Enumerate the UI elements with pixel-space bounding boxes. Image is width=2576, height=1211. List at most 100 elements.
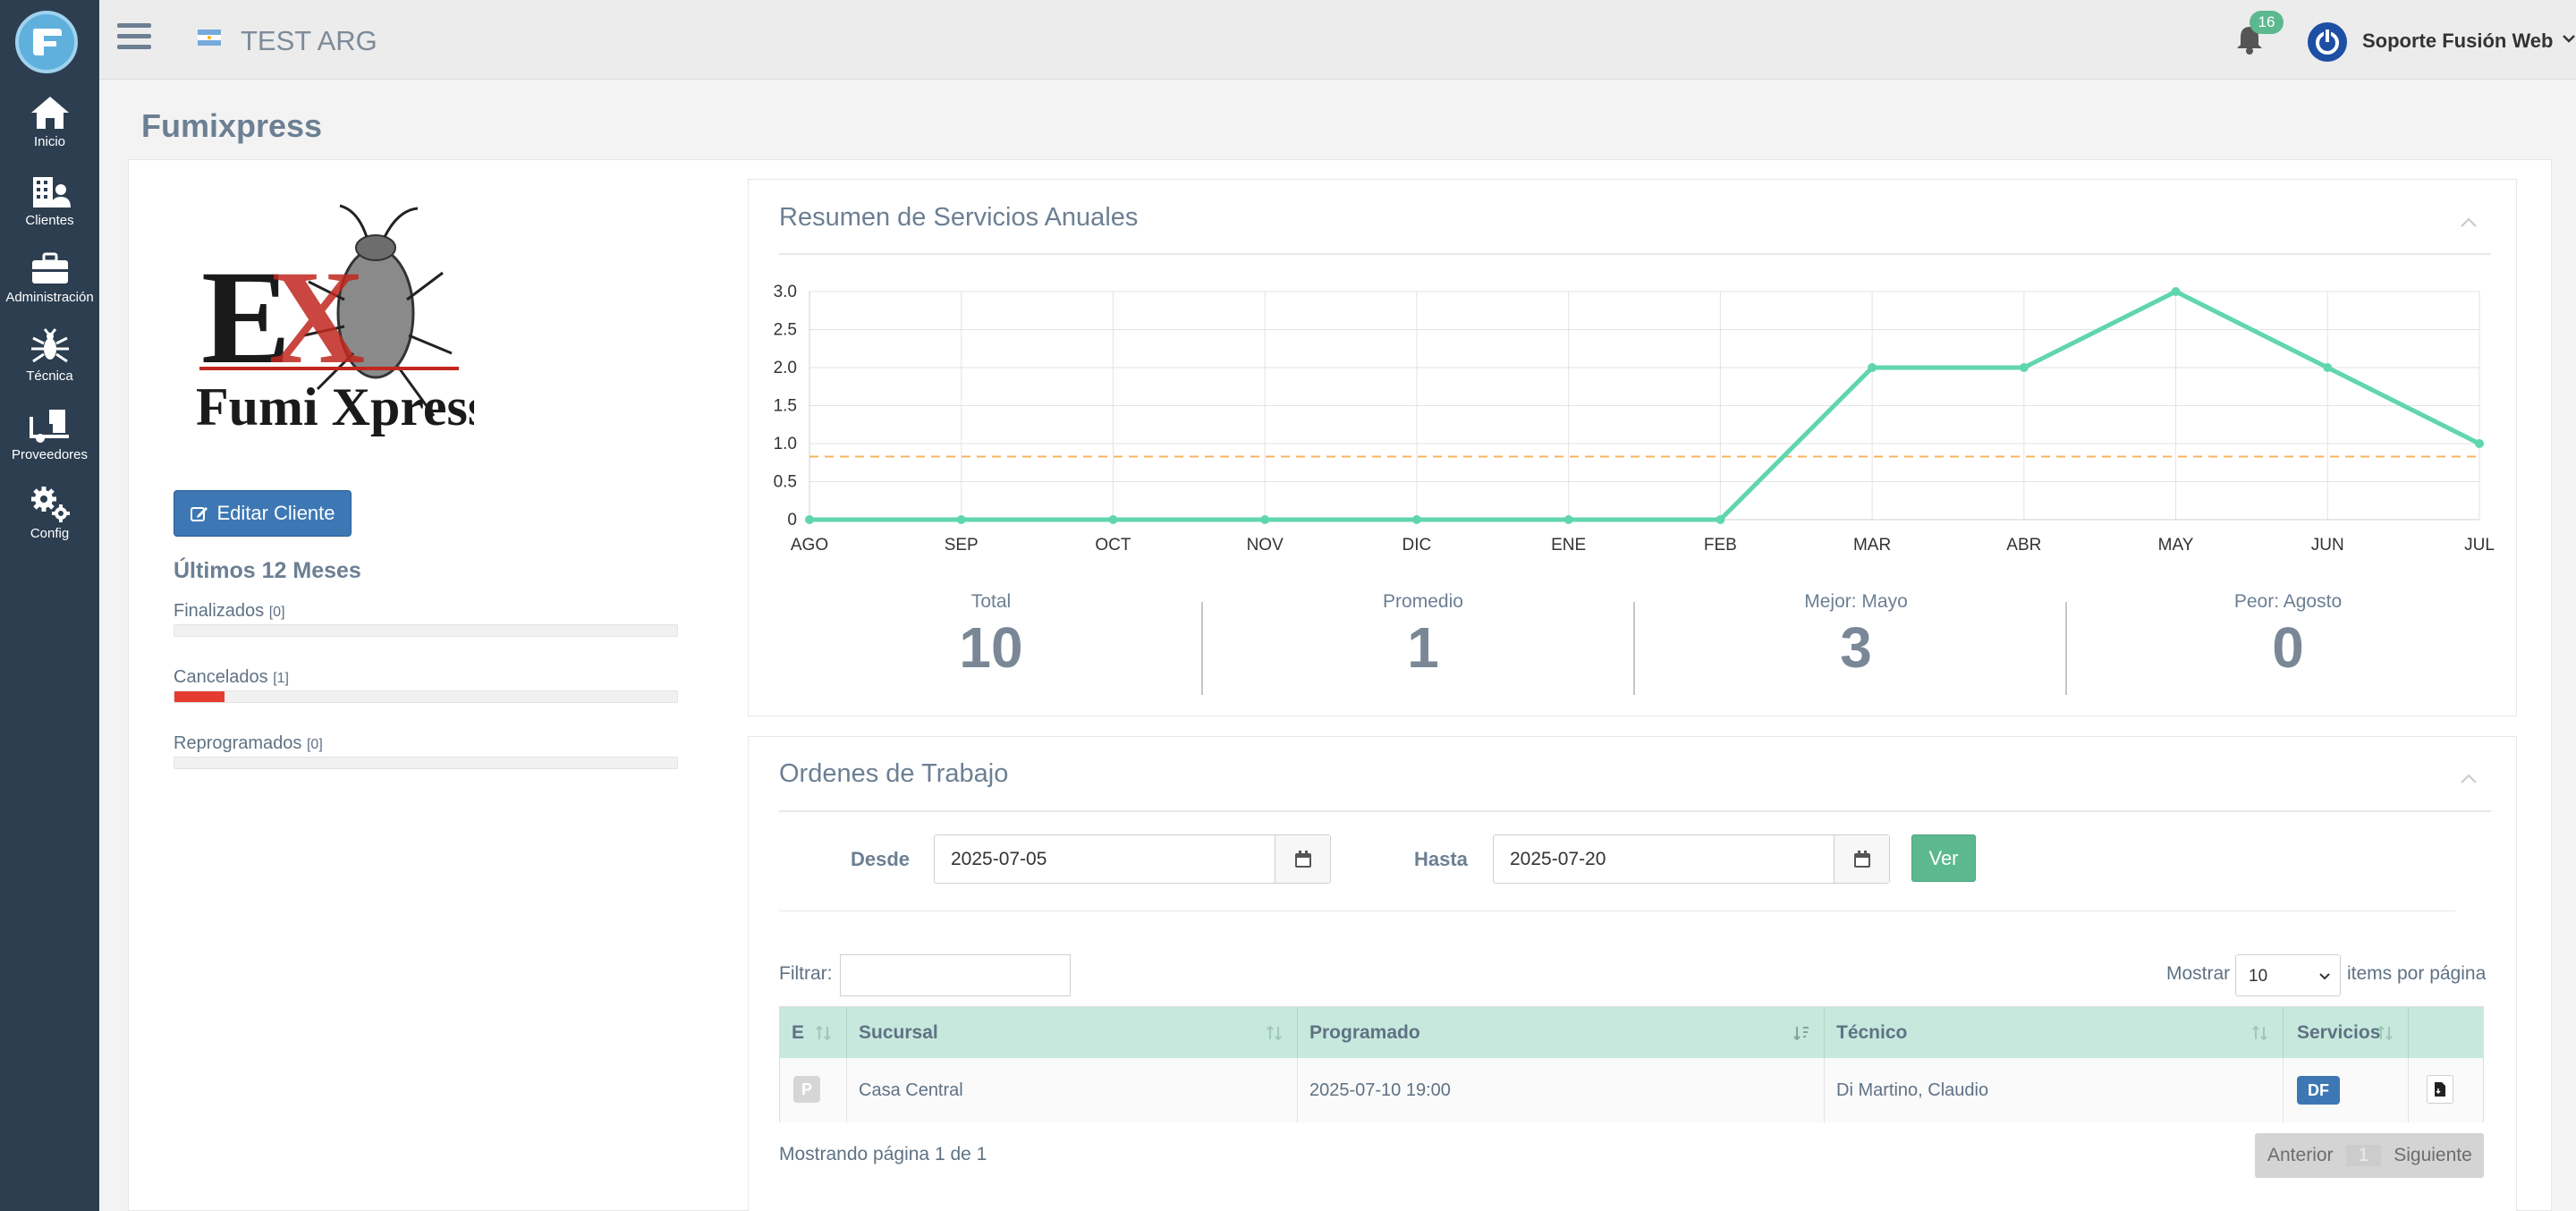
sidebar-item-inicio[interactable]: Inicio [0, 88, 99, 165]
x-tick-label: MAR [1853, 536, 1891, 555]
filter-input[interactable] [840, 954, 1071, 996]
collapse-caret-icon[interactable] [2459, 773, 2479, 785]
last-12-months-title: Últimos 12 Meses [174, 558, 361, 583]
series-line [809, 289, 2481, 522]
page-title: Fumixpress [141, 107, 323, 144]
svg-text:Fumi Xpress: Fumi Xpress [196, 377, 474, 436]
insect-icon [30, 328, 69, 363]
calendar-icon [1853, 850, 1870, 868]
col-header-programado[interactable]: Programado [1298, 1007, 1825, 1058]
y-tick-label: 3.0 [774, 283, 797, 301]
menu-toggle-button[interactable] [117, 23, 151, 54]
prev-page-button[interactable]: Anterior [2267, 1145, 2334, 1165]
client-logo: E X Fumi Xpress [196, 204, 474, 436]
summary-mejor: Mejor: Mayo 3 [1641, 591, 2071, 681]
collapse-caret-icon[interactable] [2459, 216, 2479, 229]
x-tick-label: NOV [1247, 536, 1284, 555]
truck-icon [29, 410, 69, 443]
data-point [2475, 439, 2484, 448]
sidebar-item-administracion[interactable]: Administración [0, 243, 99, 320]
hasta-calendar-button[interactable] [1834, 835, 1889, 883]
col-header-sucursal[interactable]: Sucursal [847, 1007, 1298, 1058]
gears-icon [30, 487, 70, 522]
notifications-badge: 16 [2250, 11, 2284, 34]
sort-icon [1267, 1025, 1282, 1041]
chevron-down-icon [2319, 973, 2330, 980]
summary-peor-label: Peor: Agosto [2233, 591, 2343, 612]
summary-promedio: Promedio 1 [1208, 591, 1638, 681]
sidebar-item-proveedores[interactable]: Proveedores [0, 401, 99, 478]
sidebar-item-label: Inicio [33, 134, 66, 149]
x-tick-label: ENE [1551, 536, 1586, 555]
ver-button[interactable]: Ver [1911, 834, 1976, 882]
cell-estado: P [780, 1058, 847, 1122]
show-label: Mostrar [2166, 963, 2231, 984]
summary-mejor-label: Mejor: Mayo [1804, 591, 1908, 612]
sidebar-item-label: Config [30, 526, 70, 541]
work-orders-table: E Sucursal Programado Técnico Servicios … [779, 1006, 2484, 1122]
summary-promedio-value: 1 [1407, 615, 1439, 680]
col-header-tecnico[interactable]: Técnico [1825, 1007, 2284, 1058]
current-page[interactable]: 1 [2345, 1145, 2382, 1166]
table-row[interactable]: P Casa Central 2025-07-10 19:00 Di Marti… [780, 1058, 2483, 1122]
sort-desc-icon [1793, 1027, 1809, 1041]
y-tick-label: 1.0 [774, 435, 797, 453]
sidebar-item-label: Administración [5, 290, 94, 305]
stat-reprogramados-label: Reprogramados [0] [174, 733, 323, 753]
sort-icon [816, 1025, 831, 1041]
cell-tecnico: Di Martino, Claudio [1825, 1058, 2284, 1122]
app-logo-icon [33, 29, 62, 55]
pagination: Anterior 1 Siguiente [2255, 1133, 2484, 1178]
data-point [1868, 363, 1877, 372]
summary-peor-value: 0 [2272, 615, 2304, 680]
user-name[interactable]: Soporte Fusión Web [2362, 30, 2554, 52]
x-tick-label: OCT [1095, 536, 1131, 555]
x-tick-label: AGO [791, 536, 828, 555]
service-badge[interactable]: DF [2297, 1076, 2340, 1105]
cell-programado: 2025-07-10 19:00 [1298, 1058, 1825, 1122]
hasta-date-input[interactable]: 2025-07-20 [1493, 834, 1890, 884]
per-page-select[interactable]: 10 [2235, 954, 2341, 996]
summary-total: Total 10 [776, 591, 1206, 681]
x-tick-label: DIC [1402, 536, 1432, 555]
desde-label: Desde [851, 848, 911, 870]
desde-date-value: 2025-07-05 [951, 849, 1047, 869]
chevron-down-icon[interactable] [2561, 30, 2576, 47]
data-point [2323, 363, 2333, 372]
calendar-icon [1294, 850, 1311, 868]
stat-cancelados-bar [174, 690, 678, 703]
download-pdf-button[interactable] [2427, 1075, 2453, 1104]
cell-actions [2409, 1058, 2483, 1122]
stat-finalizados-label: Finalizados [0] [174, 601, 285, 621]
sidebar-item-config[interactable]: Config [0, 479, 99, 556]
summary-divider [2065, 602, 2067, 695]
edit-client-label: Editar Cliente [216, 502, 335, 524]
desde-date-input[interactable]: 2025-07-05 [934, 834, 1331, 884]
power-icon[interactable] [2306, 21, 2349, 64]
cell-sucursal: Casa Central [847, 1058, 1298, 1122]
x-tick-label: JUN [2311, 536, 2344, 555]
summary-total-value: 10 [959, 615, 1023, 680]
filter-separator [779, 910, 2455, 911]
col-header-e[interactable]: E [780, 1007, 847, 1058]
briefcase-icon [31, 252, 68, 284]
sort-icon [2377, 1025, 2393, 1041]
sidebar-item-clientes[interactable]: Clientes [0, 166, 99, 243]
per-page-suffix: items por página [2347, 963, 2487, 984]
sidebar: Inicio Clientes Administración [0, 0, 99, 1211]
data-point [2019, 363, 2029, 372]
x-tick-label: FEB [1704, 536, 1737, 555]
sidebar-item-label: Proveedores [11, 447, 89, 462]
company-title: TEST ARG [241, 25, 377, 56]
summary-mejor-value: 3 [1840, 615, 1872, 680]
next-page-button[interactable]: Siguiente [2394, 1145, 2472, 1165]
x-tick-label: SEP [945, 536, 979, 555]
data-point [1260, 515, 1270, 524]
summary-peor: Peor: Agosto 0 [2073, 591, 2503, 681]
col-header-servicios[interactable]: Servicios [2284, 1007, 2409, 1058]
sidebar-item-tecnica[interactable]: Técnica [0, 322, 99, 399]
app-logo[interactable] [15, 11, 78, 73]
annual-summary-box: Resumen de Servicios Anuales 0 0.5 1.0 1.5 2… [748, 179, 2517, 716]
edit-client-button[interactable]: Editar Cliente [174, 490, 352, 537]
desde-calendar-button[interactable] [1275, 835, 1330, 883]
